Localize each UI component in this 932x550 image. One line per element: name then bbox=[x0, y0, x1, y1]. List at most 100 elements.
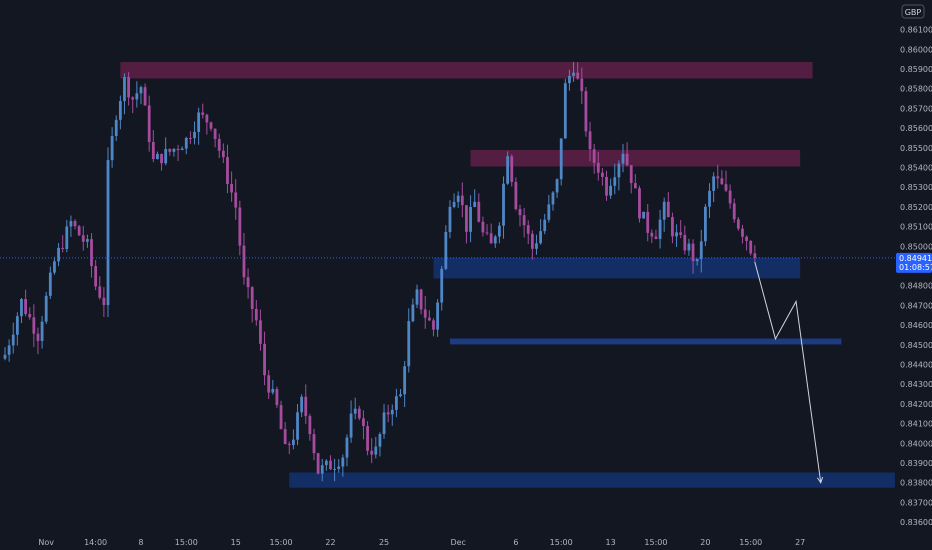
candle-body bbox=[576, 72, 580, 79]
candle-body bbox=[345, 437, 349, 458]
currency-label: GBP bbox=[905, 8, 922, 17]
candle-body bbox=[20, 298, 23, 317]
candle-body bbox=[732, 203, 736, 220]
candle-body bbox=[687, 243, 691, 251]
price-tick-label: 0.85900 bbox=[900, 65, 932, 74]
candle-body bbox=[753, 253, 757, 258]
candle-body bbox=[28, 314, 32, 318]
candle-body bbox=[654, 236, 658, 239]
candle-body bbox=[308, 416, 312, 435]
resistance-zone bbox=[120, 62, 813, 79]
candle-body bbox=[601, 172, 604, 177]
candle-body bbox=[114, 119, 118, 136]
candle-body bbox=[498, 225, 501, 237]
candle-body bbox=[563, 83, 567, 139]
candle-body bbox=[423, 309, 427, 318]
candle-body bbox=[353, 408, 357, 414]
candle-body bbox=[106, 160, 110, 306]
candle-body bbox=[555, 179, 559, 193]
projection-line bbox=[754, 261, 822, 483]
currency-button[interactable]: GBP bbox=[901, 4, 925, 19]
candle-body bbox=[712, 176, 716, 191]
candle-body bbox=[320, 465, 324, 474]
support-zone bbox=[433, 257, 801, 279]
candle-body bbox=[704, 206, 707, 242]
candle-body bbox=[184, 137, 188, 149]
candle-body bbox=[724, 184, 728, 191]
candle-body bbox=[493, 236, 497, 244]
candle-body bbox=[658, 219, 662, 239]
time-tick-label: 15:00 bbox=[270, 538, 293, 547]
candles-layer bbox=[3, 61, 757, 482]
current-price-label: 0.84941 01:08:57 bbox=[896, 252, 932, 273]
candle-body bbox=[605, 176, 608, 196]
candle-body bbox=[201, 112, 205, 115]
candle-body bbox=[728, 190, 732, 204]
candle-body bbox=[292, 439, 295, 446]
price-tick-label: 0.84200 bbox=[900, 400, 932, 409]
candle-body bbox=[485, 232, 489, 234]
candle-body bbox=[588, 131, 592, 150]
candle-body bbox=[147, 105, 151, 143]
candle-body bbox=[378, 434, 382, 447]
candle-body bbox=[465, 205, 468, 232]
price-tick-label: 0.85400 bbox=[900, 163, 932, 172]
candle-body bbox=[53, 261, 56, 273]
candle-body bbox=[135, 93, 139, 100]
candle-body bbox=[374, 446, 378, 455]
candle-body bbox=[221, 150, 225, 158]
candle-body bbox=[316, 453, 320, 474]
candle-body bbox=[625, 153, 629, 166]
candle-body bbox=[77, 226, 81, 236]
candle-body bbox=[510, 156, 514, 182]
candle-body bbox=[123, 77, 126, 102]
candle-body bbox=[407, 321, 411, 367]
candle-body bbox=[341, 457, 345, 467]
price-tick-label: 0.86000 bbox=[900, 45, 932, 54]
candle-body bbox=[151, 142, 155, 160]
price-tick-label: 0.84400 bbox=[900, 361, 932, 370]
price-axis[interactable]: 0.86100 0.86000 0.85900 0.85800 0.85700 0.856… bbox=[900, 26, 932, 528]
time-tick-label: Nov bbox=[38, 538, 54, 547]
candle-body bbox=[736, 219, 740, 229]
candle-body bbox=[234, 192, 238, 208]
candle-body bbox=[592, 149, 596, 163]
candle-body bbox=[366, 426, 369, 451]
time-axis[interactable]: Nov 14:00 8 15:00 15 15:00 22 25 Dec 6 15:00 13 15:0… bbox=[38, 538, 805, 547]
candle-body bbox=[481, 221, 485, 233]
candle-body bbox=[609, 185, 613, 196]
candle-body bbox=[73, 221, 77, 227]
candle-body bbox=[48, 272, 52, 296]
candle-body bbox=[98, 286, 102, 298]
candle-body bbox=[189, 137, 192, 139]
candle-body bbox=[436, 302, 439, 330]
candle-body bbox=[440, 268, 444, 303]
time-tick-label: 20 bbox=[700, 538, 710, 547]
candle-body bbox=[139, 87, 143, 94]
candle-body bbox=[390, 409, 394, 415]
candle-body bbox=[547, 204, 551, 220]
support-zone bbox=[289, 472, 895, 488]
price-tick-label: 0.83600 bbox=[900, 518, 932, 527]
candle-body bbox=[535, 243, 538, 249]
candle-body bbox=[271, 388, 275, 393]
candle-body bbox=[337, 466, 341, 469]
candle-body bbox=[24, 298, 27, 315]
candle-body bbox=[452, 201, 456, 207]
candle-body bbox=[502, 183, 505, 226]
candle-body bbox=[300, 396, 304, 413]
candle-body bbox=[61, 247, 65, 249]
candle-body bbox=[543, 219, 547, 232]
price-tick-label: 0.83700 bbox=[900, 498, 932, 507]
candle-body bbox=[745, 236, 748, 241]
candle-body bbox=[275, 388, 279, 406]
price-tick-label: 0.84300 bbox=[900, 380, 932, 389]
candle-body bbox=[180, 148, 184, 151]
candle-body bbox=[638, 188, 641, 219]
candle-body bbox=[263, 343, 266, 376]
candle-body bbox=[36, 333, 40, 341]
candle-body bbox=[349, 413, 353, 438]
candle-body bbox=[242, 245, 246, 278]
candle-body bbox=[522, 215, 526, 226]
